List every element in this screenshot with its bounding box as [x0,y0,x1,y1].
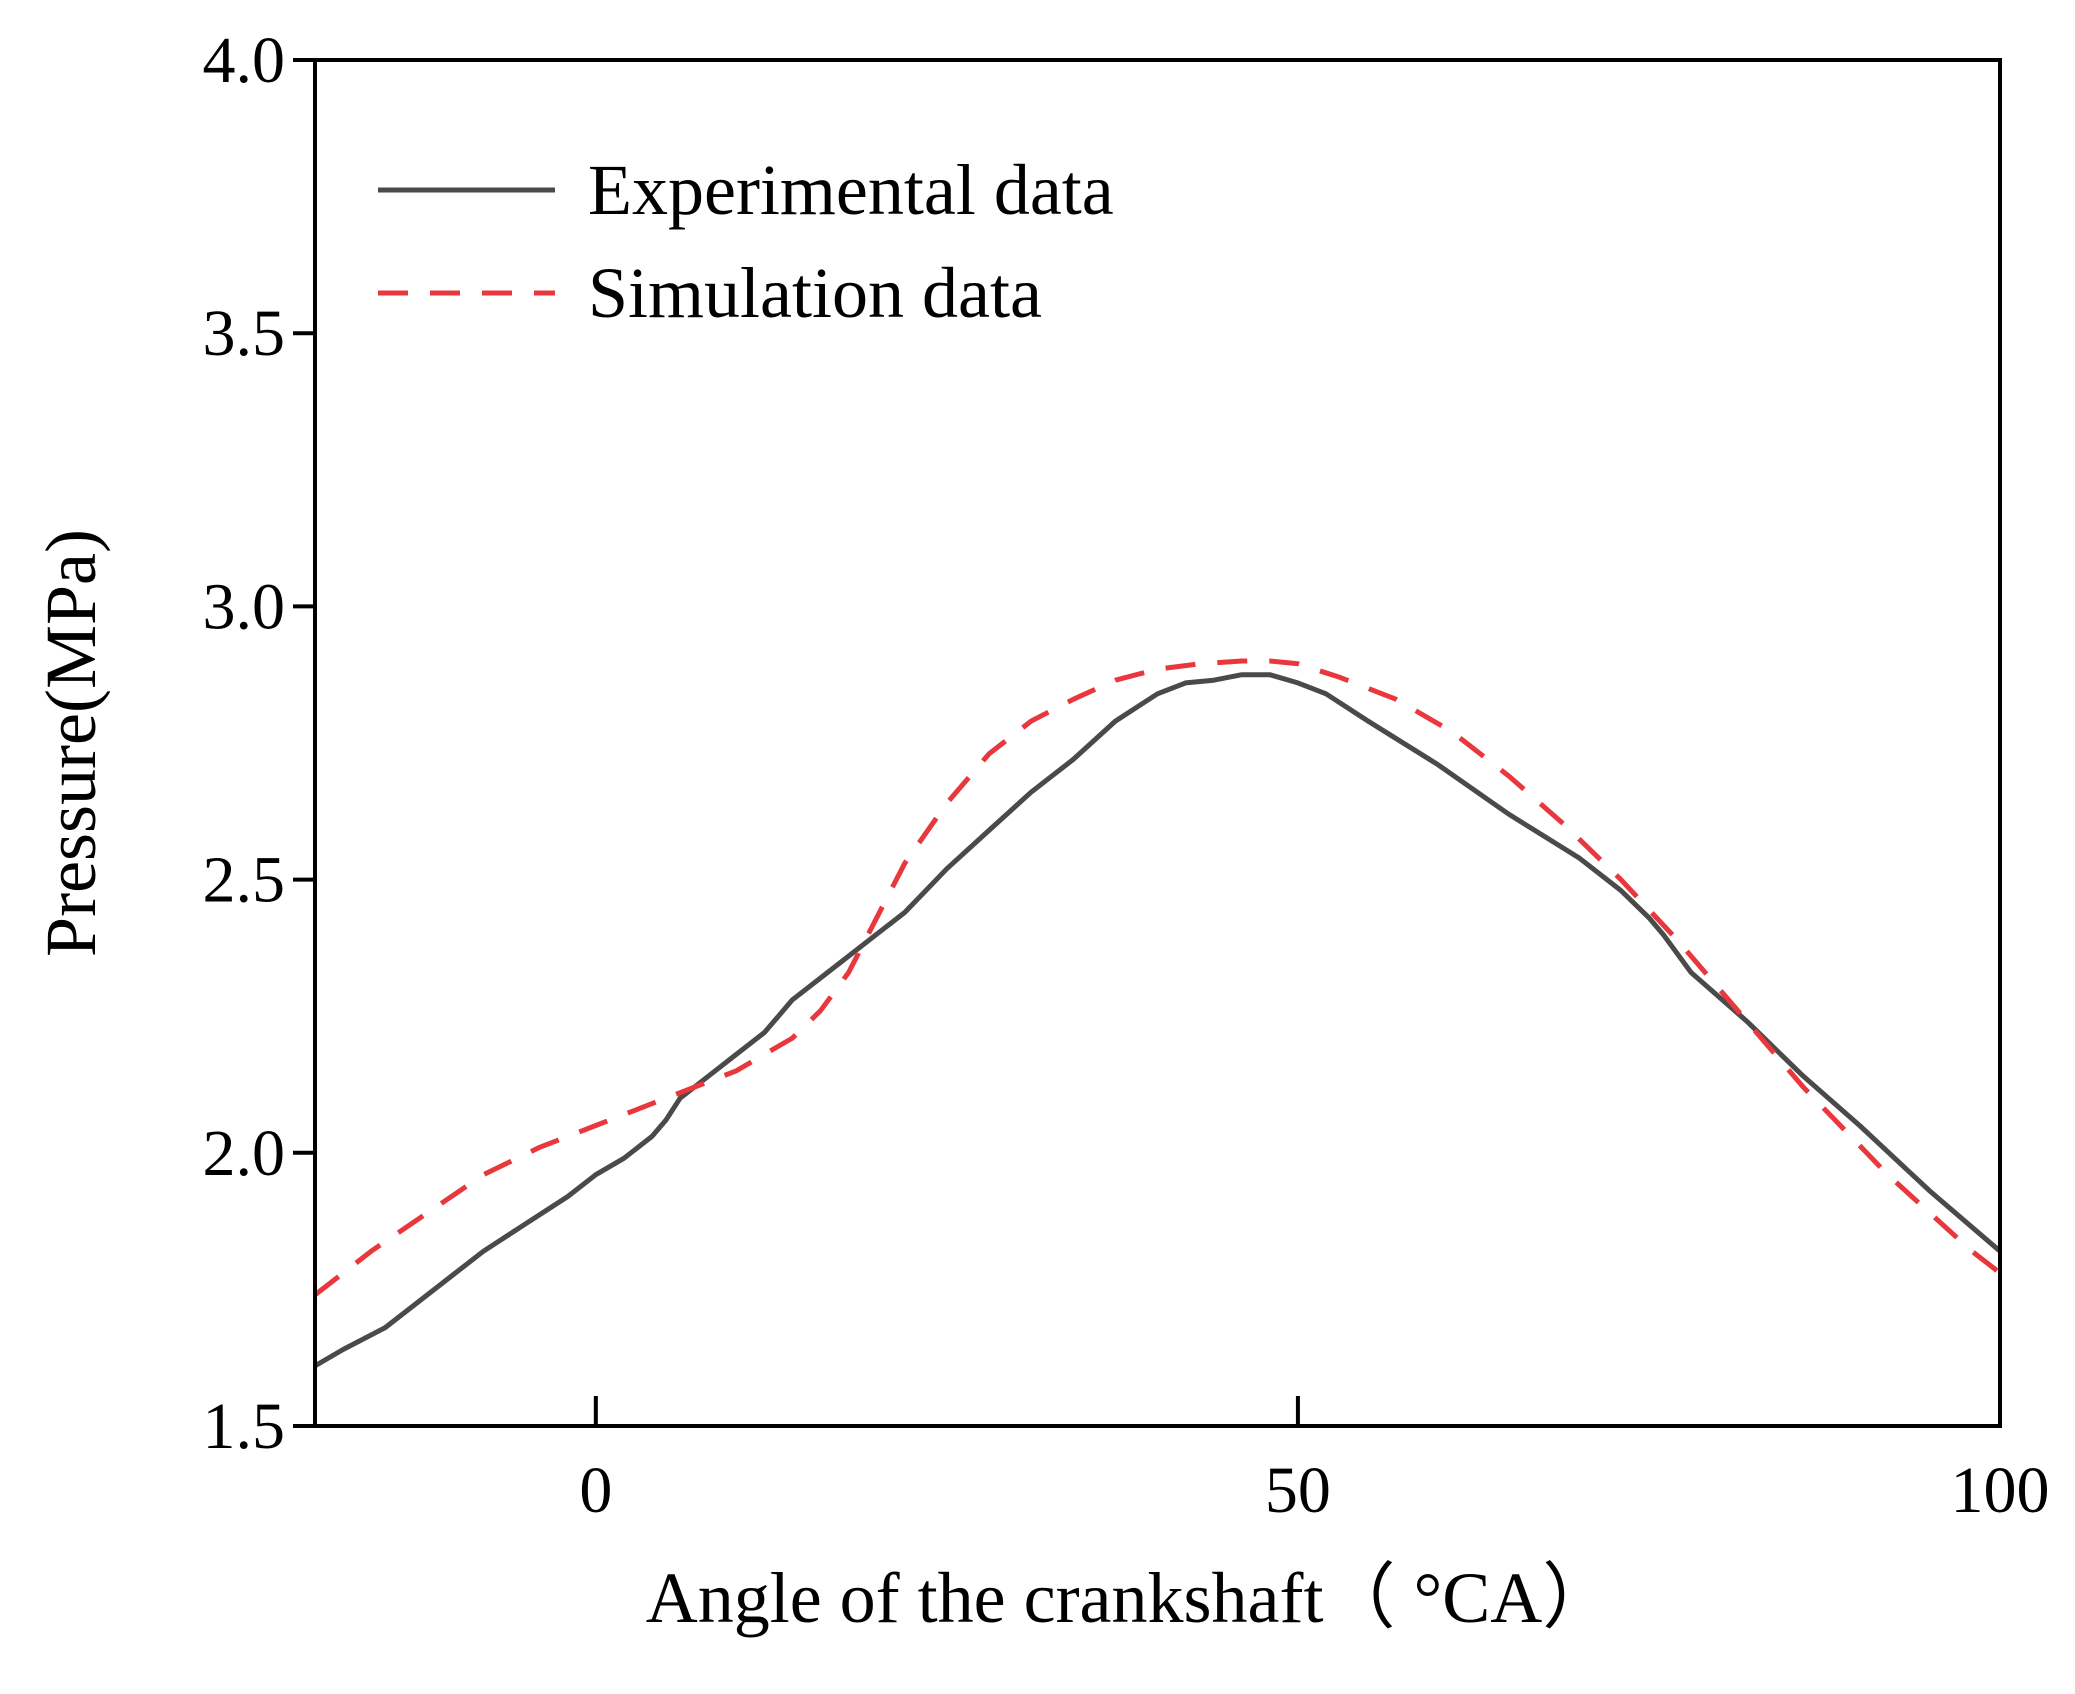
series-line-experimental-data [313,672,2002,1369]
y-tick-label: 2.5 [203,844,286,917]
y-tick-label: 3.0 [203,570,286,643]
x-tick-label: 0 [579,1454,612,1527]
series-line-simulation-data [313,658,2002,1297]
legend-label-simulation: Simulation data [588,253,1042,333]
ticks-layer: 0 50 100 1.5 2.0 2.5 3.0 3.5 4.0 [203,24,2050,1527]
y-tick-label: 1.5 [203,1390,286,1463]
plot-frame [313,58,2002,1428]
series-layer [313,658,2002,1369]
y-tick-label: 2.0 [203,1117,286,1190]
x-axis-title: Angle of the crankshaft（ °CA） [646,1558,1615,1638]
x-tick-label: 50 [1265,1454,1331,1527]
y-axis-title: Pressure(MPa) [31,529,111,957]
y-tick-label: 3.5 [203,297,286,370]
legend: Experimental data Simulation data [378,150,1114,333]
x-tick-label: 100 [1951,1454,2050,1527]
y-tick-label: 4.0 [203,24,286,97]
legend-label-experimental: Experimental data [588,150,1114,230]
